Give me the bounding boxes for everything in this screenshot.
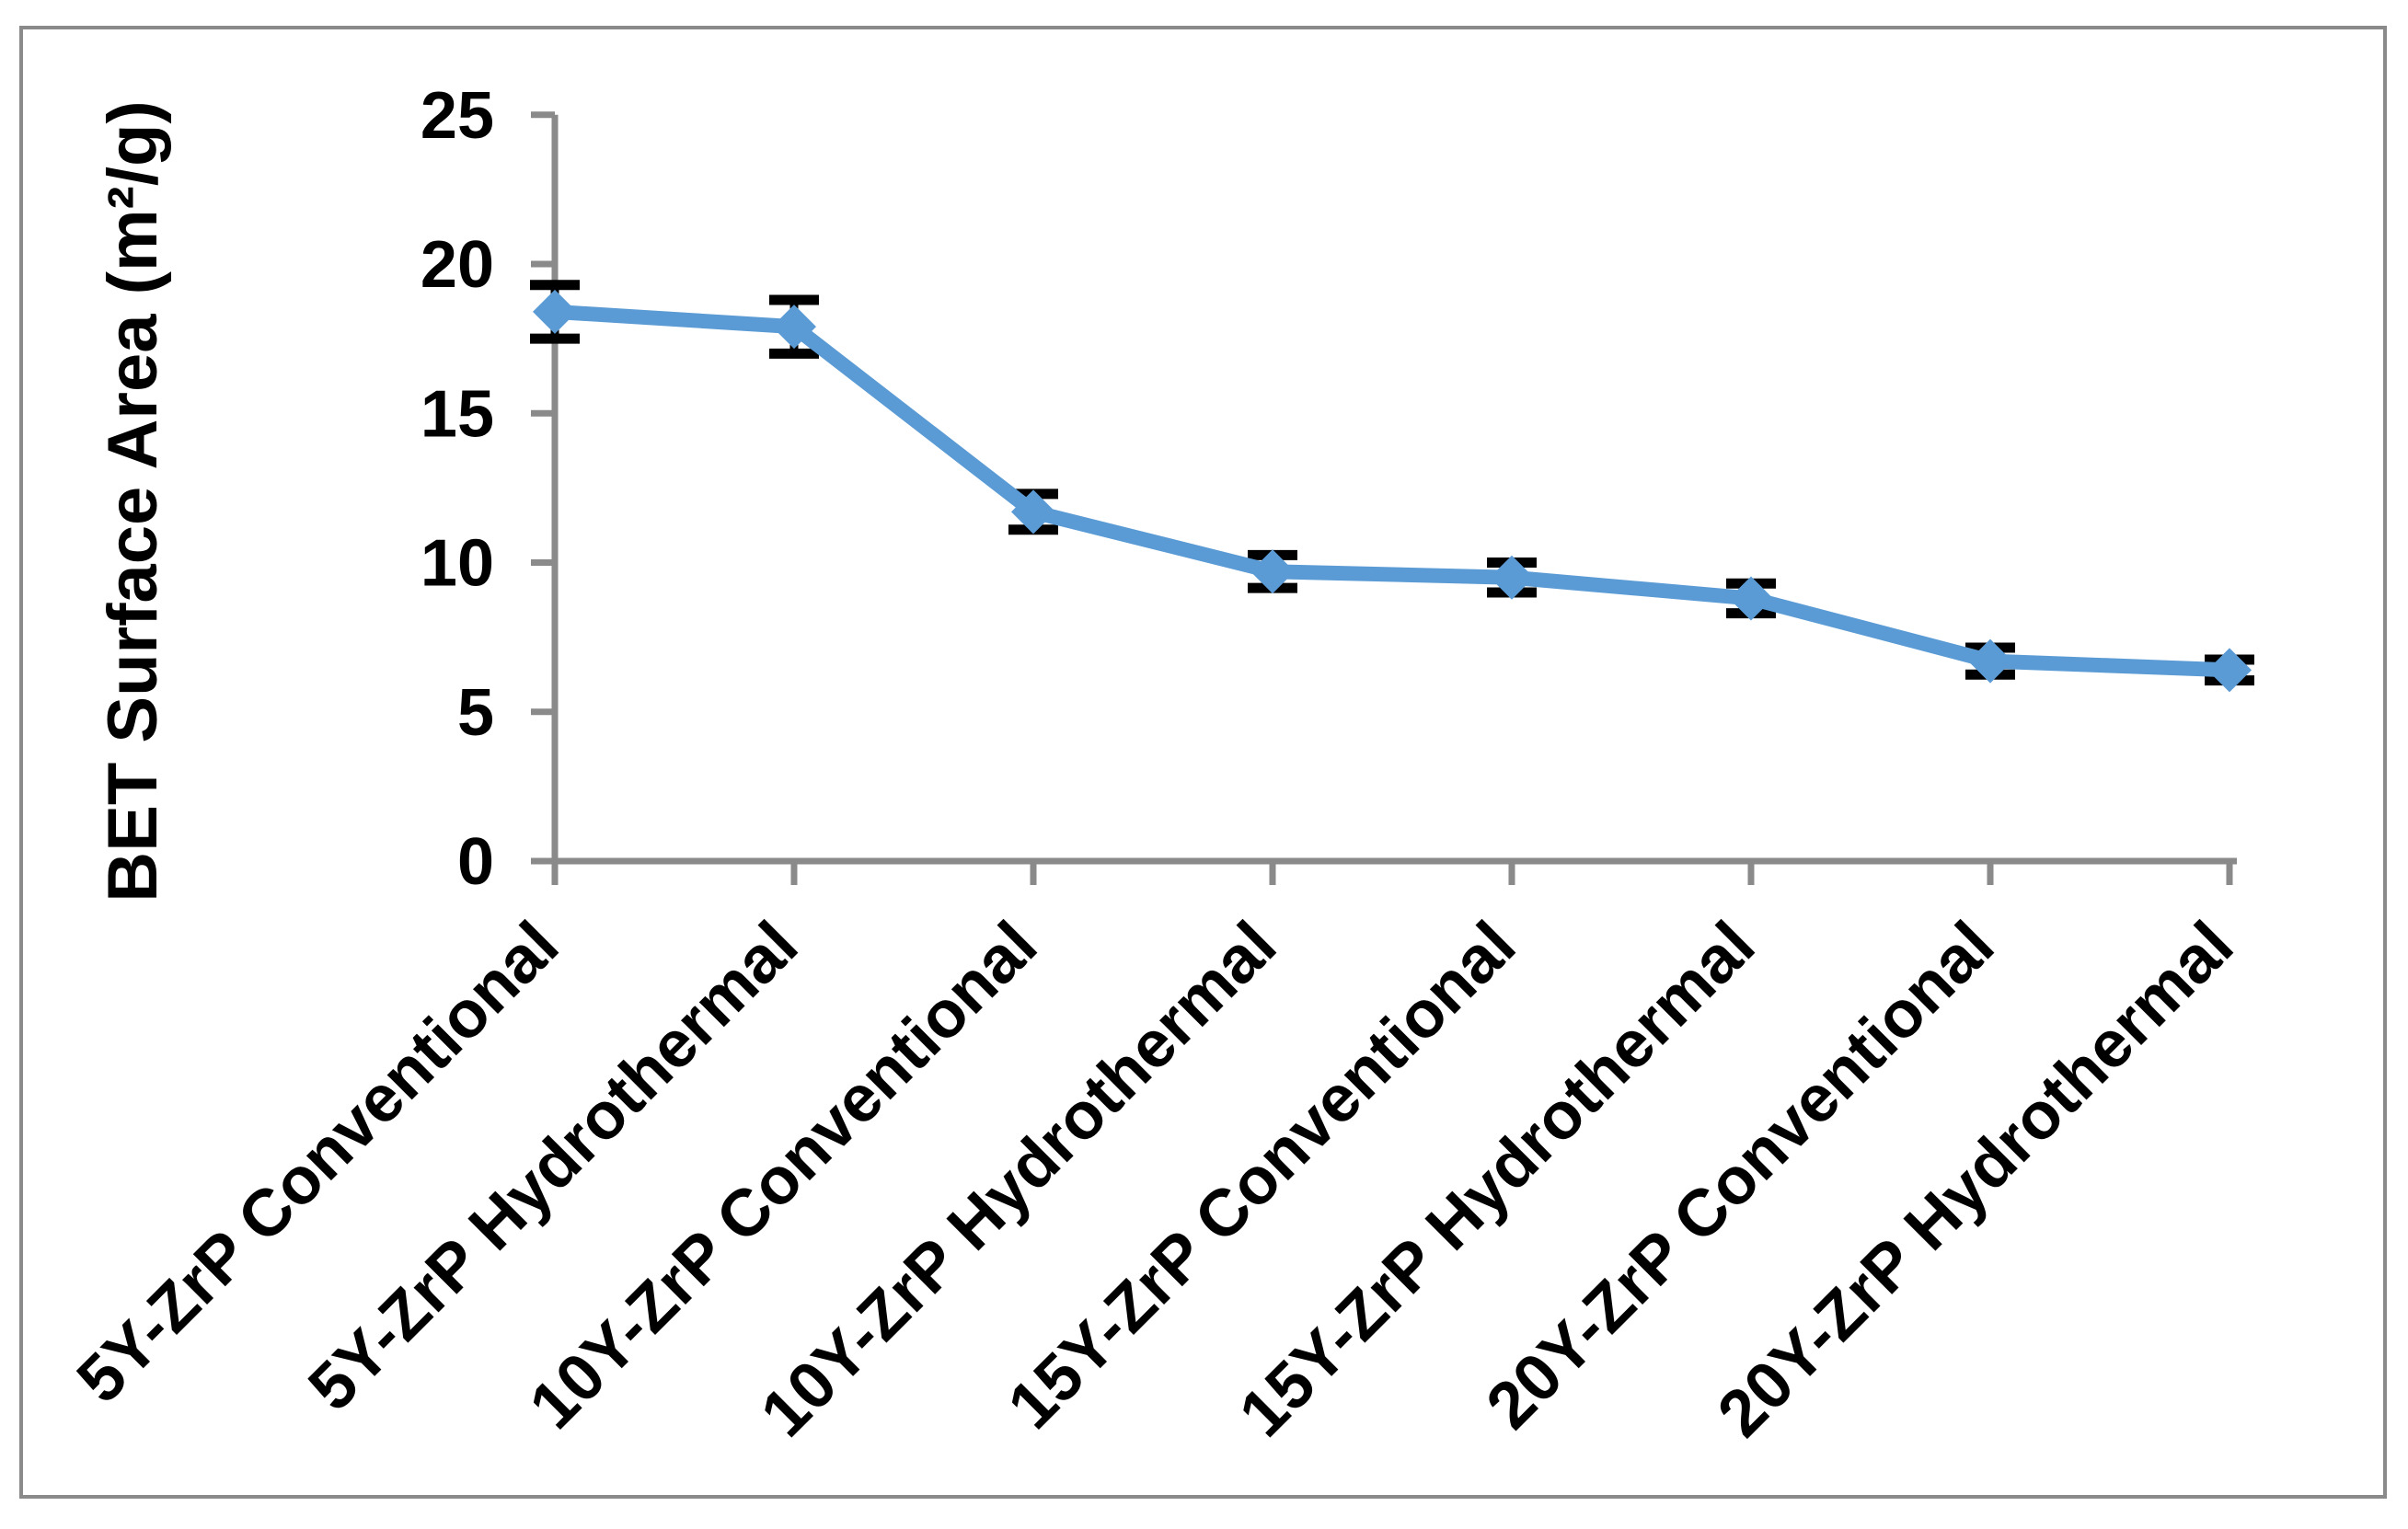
data-point-marker bbox=[1011, 489, 1055, 535]
series-line bbox=[547, 304, 2237, 678]
y-tick-label: 10 bbox=[421, 527, 494, 601]
y-tick-label: 25 bbox=[421, 79, 494, 153]
series-polyline bbox=[547, 304, 2237, 678]
y-axis-title: BET Surface Area (m²/g) bbox=[94, 100, 172, 902]
data-point-marker bbox=[772, 305, 816, 350]
data-point-marker bbox=[1250, 549, 1295, 594]
y-tick-label: 20 bbox=[421, 228, 494, 302]
data-point-marker bbox=[1729, 576, 1773, 621]
data-point-marker bbox=[2207, 648, 2252, 693]
data-point-marker bbox=[1968, 638, 2012, 684]
y-axis-tick-labels: 0 5 10 15 20 25 bbox=[421, 79, 494, 899]
y-tick-label: 5 bbox=[457, 676, 494, 750]
data-point-marker bbox=[1490, 555, 1534, 600]
axes bbox=[531, 111, 2237, 885]
data-point-markers bbox=[533, 289, 2252, 693]
chart-border bbox=[19, 26, 2387, 1499]
y-tick-label: 15 bbox=[421, 377, 494, 451]
data-point-marker bbox=[533, 289, 577, 334]
y-tick-label: 0 bbox=[457, 825, 494, 899]
